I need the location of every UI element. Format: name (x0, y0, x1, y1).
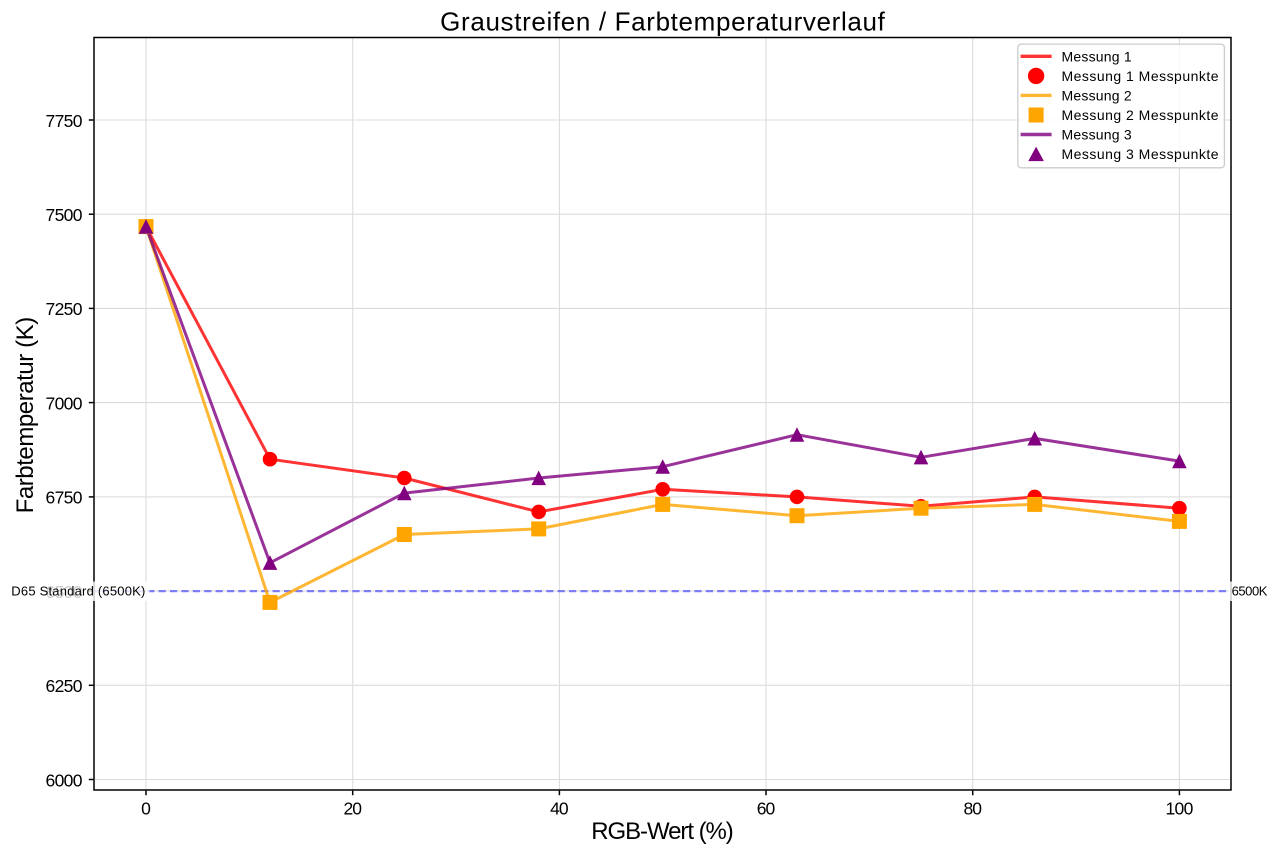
svg-text:Farbtemperatur (K): Farbtemperatur (K) (12, 317, 39, 514)
svg-text:6000: 6000 (46, 770, 83, 790)
svg-text:Messung 1 Messpunkte: Messung 1 Messpunkte (1062, 68, 1219, 84)
svg-text:7750: 7750 (46, 111, 83, 131)
svg-text:Messung 3 Messpunkte: Messung 3 Messpunkte (1062, 146, 1219, 162)
svg-text:7500: 7500 (46, 205, 83, 225)
svg-text:6500K: 6500K (1232, 584, 1268, 599)
svg-text:100: 100 (1166, 799, 1194, 819)
svg-text:D65 Standard (6500K): D65 Standard (6500K) (11, 584, 145, 599)
svg-text:Graustreifen / Farbtemperaturv: Graustreifen / Farbtemperaturverlauf (440, 7, 885, 37)
svg-text:40: 40 (550, 799, 569, 819)
svg-text:Messung 2 Messpunkte: Messung 2 Messpunkte (1062, 107, 1219, 123)
svg-text:6250: 6250 (46, 676, 83, 696)
svg-text:80: 80 (963, 799, 982, 819)
svg-text:7000: 7000 (46, 393, 83, 413)
svg-text:20: 20 (343, 799, 362, 819)
svg-text:7250: 7250 (46, 299, 83, 319)
svg-text:60: 60 (757, 799, 776, 819)
svg-text:Messung 2: Messung 2 (1062, 87, 1132, 103)
svg-text:Messung 3: Messung 3 (1062, 127, 1132, 143)
svg-text:6750: 6750 (46, 488, 83, 508)
svg-text:Messung 1: Messung 1 (1062, 48, 1132, 64)
svg-text:RGB-Wert (%): RGB-Wert (%) (591, 818, 734, 845)
svg-text:0: 0 (141, 799, 151, 819)
